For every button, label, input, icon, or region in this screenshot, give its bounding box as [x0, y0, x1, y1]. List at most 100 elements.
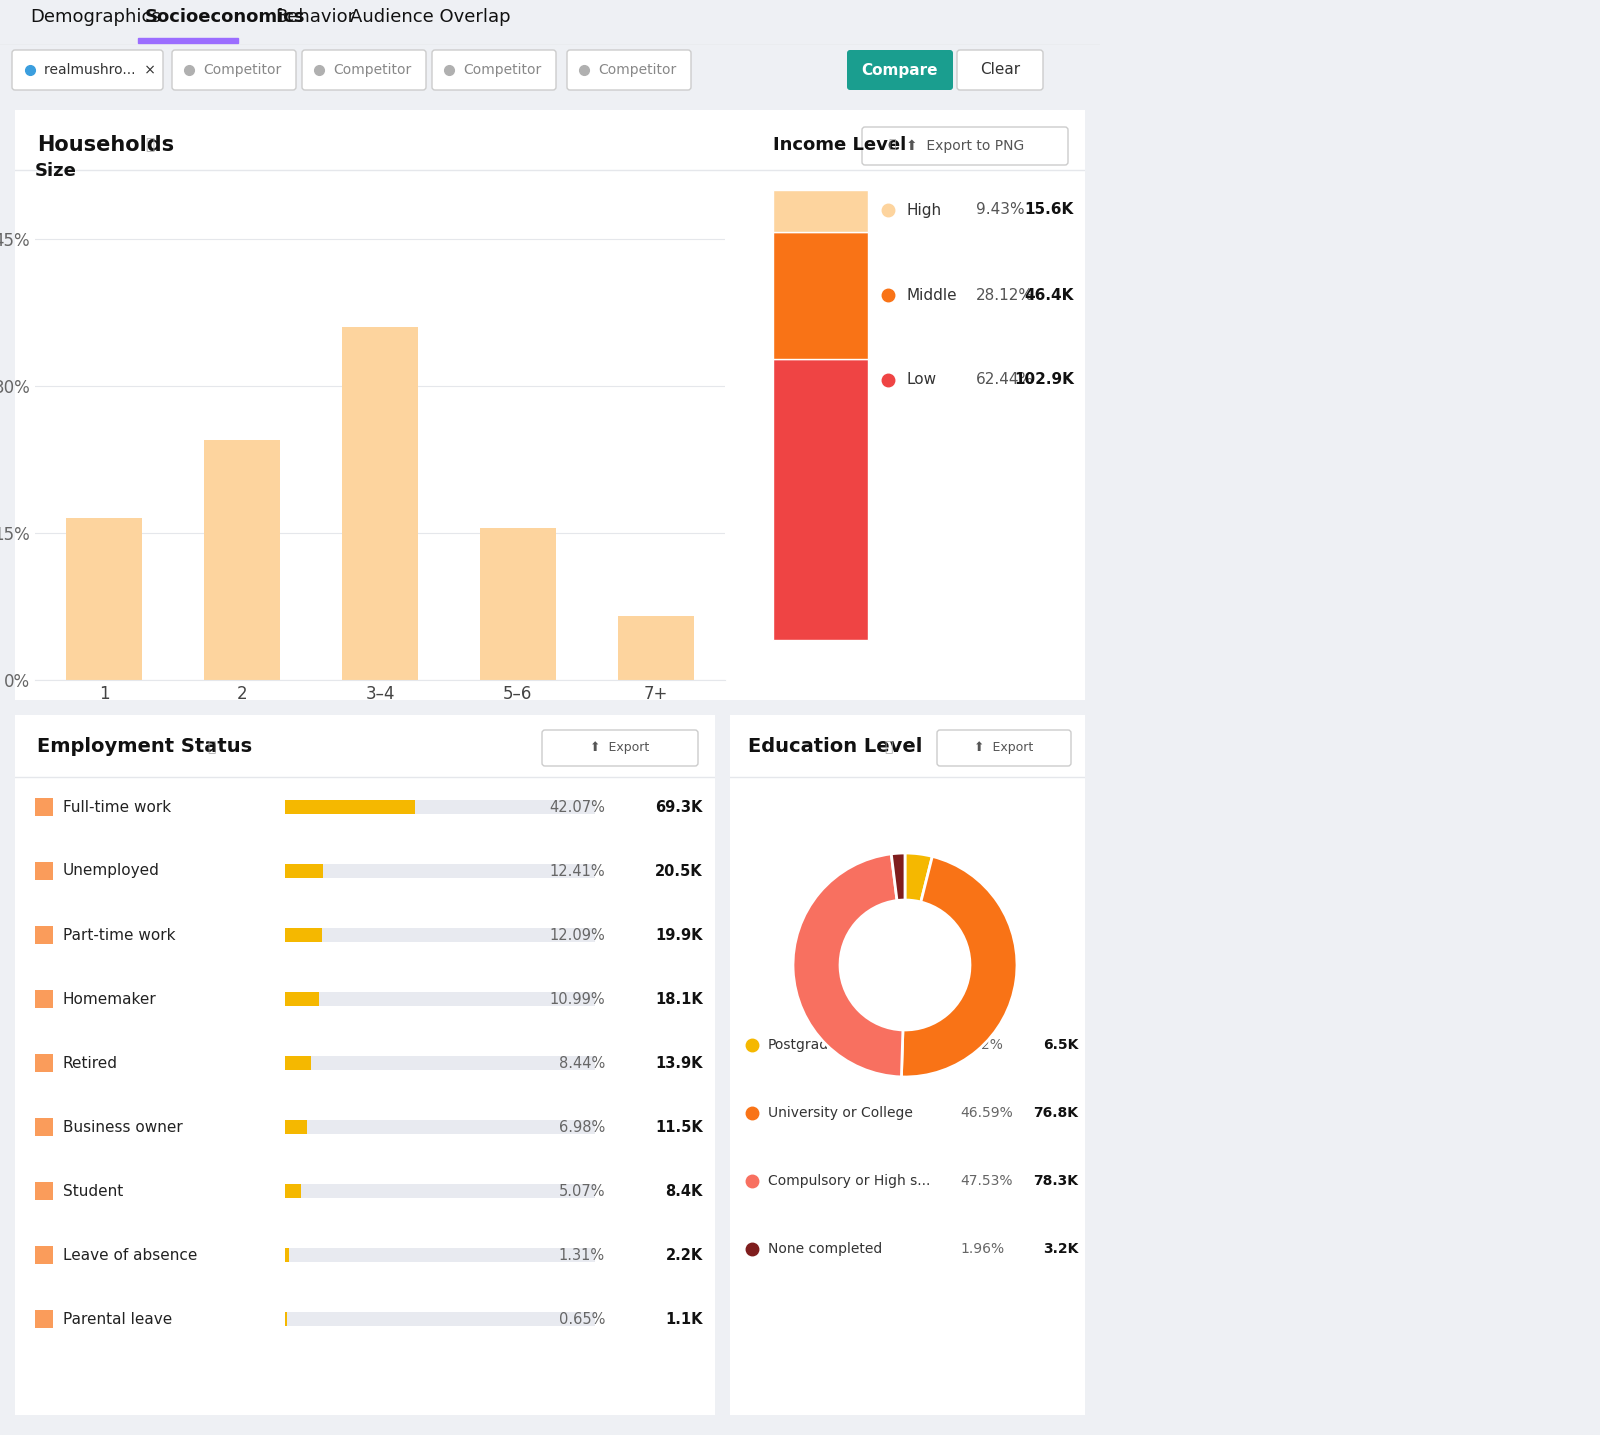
Text: Homemaker: Homemaker [62, 992, 157, 1006]
Text: Competitor: Competitor [462, 63, 541, 77]
Text: 3.92%: 3.92% [960, 1038, 1003, 1052]
Text: ⓘ: ⓘ [888, 139, 896, 152]
Text: Income Level: Income Level [773, 136, 906, 154]
Text: Retired: Retired [62, 1056, 118, 1071]
Text: 47.53%: 47.53% [960, 1174, 1013, 1188]
Bar [35, 862, 53, 880]
Text: 8.44%: 8.44% [558, 1056, 605, 1071]
Text: Socioeconomics: Socioeconomics [146, 9, 306, 26]
Bar [205, 441, 280, 680]
Text: Behavior: Behavior [275, 9, 355, 26]
Text: 20.5K: 20.5K [656, 864, 702, 878]
Text: Business owner: Business owner [62, 1119, 182, 1135]
Text: 6.98%: 6.98% [558, 1119, 605, 1135]
Text: 2.2K: 2.2K [666, 1247, 702, 1263]
Text: 18.1K: 18.1K [656, 992, 702, 1006]
Text: High: High [906, 202, 941, 218]
Bar [35, 798, 53, 817]
Text: 46.4K: 46.4K [1024, 287, 1074, 303]
FancyBboxPatch shape [13, 108, 1088, 703]
Text: Clear: Clear [979, 63, 1021, 77]
Text: 10.99%: 10.99% [549, 992, 605, 1006]
FancyBboxPatch shape [542, 730, 698, 766]
Wedge shape [906, 852, 933, 903]
Text: ⓘ: ⓘ [206, 740, 216, 753]
Text: Leave of absence: Leave of absence [62, 1247, 197, 1263]
Bar [285, 799, 416, 814]
Wedge shape [794, 854, 902, 1076]
Text: Size: Size [35, 162, 77, 181]
Bar [285, 992, 318, 1006]
Text: ⬆  Export: ⬆ Export [974, 742, 1034, 755]
FancyBboxPatch shape [173, 50, 296, 90]
Text: Compulsory or High s...: Compulsory or High s... [768, 1174, 930, 1188]
Bar [35, 1246, 53, 1264]
Text: Student: Student [62, 1184, 123, 1198]
Bar [138, 37, 238, 43]
Text: 12.41%: 12.41% [549, 864, 605, 878]
Bar [66, 518, 142, 680]
Text: 1.1K: 1.1K [666, 1312, 702, 1326]
Bar [285, 1248, 595, 1261]
Text: 6.5K: 6.5K [1043, 1038, 1078, 1052]
Bar [773, 232, 867, 359]
Text: 5.07%: 5.07% [558, 1184, 605, 1198]
Text: None completed: None completed [768, 1243, 882, 1256]
Bar [342, 327, 418, 680]
Text: Households: Households [37, 135, 174, 155]
Text: 28.12%: 28.12% [976, 287, 1034, 303]
Text: 1.96%: 1.96% [960, 1243, 1005, 1256]
Text: Parental leave: Parental leave [62, 1312, 173, 1326]
Bar [35, 990, 53, 1007]
Bar [35, 1118, 53, 1137]
FancyBboxPatch shape [726, 712, 1088, 1418]
Text: 1.31%: 1.31% [558, 1247, 605, 1263]
Bar [285, 1119, 307, 1134]
Text: 11.5K: 11.5K [656, 1119, 702, 1135]
Text: 15.6K: 15.6K [1024, 202, 1074, 218]
Text: ⓘ: ⓘ [883, 740, 893, 753]
Text: Part-time work: Part-time work [62, 927, 176, 943]
Text: Postgraduate: Postgraduate [768, 1038, 861, 1052]
FancyBboxPatch shape [862, 128, 1069, 165]
Bar [285, 1312, 595, 1326]
Text: Competitor: Competitor [333, 63, 411, 77]
Bar [285, 1312, 286, 1326]
Text: 13.9K: 13.9K [656, 1056, 702, 1071]
Text: Education Level: Education Level [749, 738, 922, 756]
Bar [285, 864, 595, 878]
Text: 9.43%: 9.43% [976, 202, 1024, 218]
Bar [285, 928, 323, 941]
Wedge shape [901, 857, 1018, 1078]
FancyBboxPatch shape [566, 50, 691, 90]
Bar [35, 1053, 53, 1072]
FancyBboxPatch shape [302, 50, 426, 90]
Text: ⬆  Export: ⬆ Export [590, 742, 650, 755]
Text: 12.09%: 12.09% [549, 927, 605, 943]
Text: realmushro...  ×: realmushro... × [45, 63, 155, 77]
Text: 0.65%: 0.65% [558, 1312, 605, 1326]
Text: Full-time work: Full-time work [62, 799, 171, 815]
Text: University or College: University or College [768, 1106, 914, 1119]
Bar [285, 1184, 301, 1198]
Bar [35, 1182, 53, 1200]
Bar [285, 1056, 310, 1071]
Bar [285, 799, 595, 814]
Bar [285, 1248, 290, 1261]
FancyBboxPatch shape [13, 712, 718, 1418]
Bar [480, 528, 555, 680]
Text: Unemployed: Unemployed [62, 864, 160, 878]
Bar [35, 926, 53, 944]
Bar [285, 864, 323, 878]
Text: Middle: Middle [906, 287, 957, 303]
Text: 46.59%: 46.59% [960, 1106, 1013, 1119]
FancyBboxPatch shape [432, 50, 557, 90]
Text: 102.9K: 102.9K [1014, 373, 1074, 387]
Text: 69.3K: 69.3K [656, 799, 702, 815]
FancyBboxPatch shape [938, 730, 1070, 766]
Text: 19.9K: 19.9K [656, 927, 702, 943]
FancyBboxPatch shape [13, 50, 163, 90]
Text: Competitor: Competitor [203, 63, 282, 77]
FancyBboxPatch shape [846, 50, 954, 90]
Bar [285, 1184, 595, 1198]
